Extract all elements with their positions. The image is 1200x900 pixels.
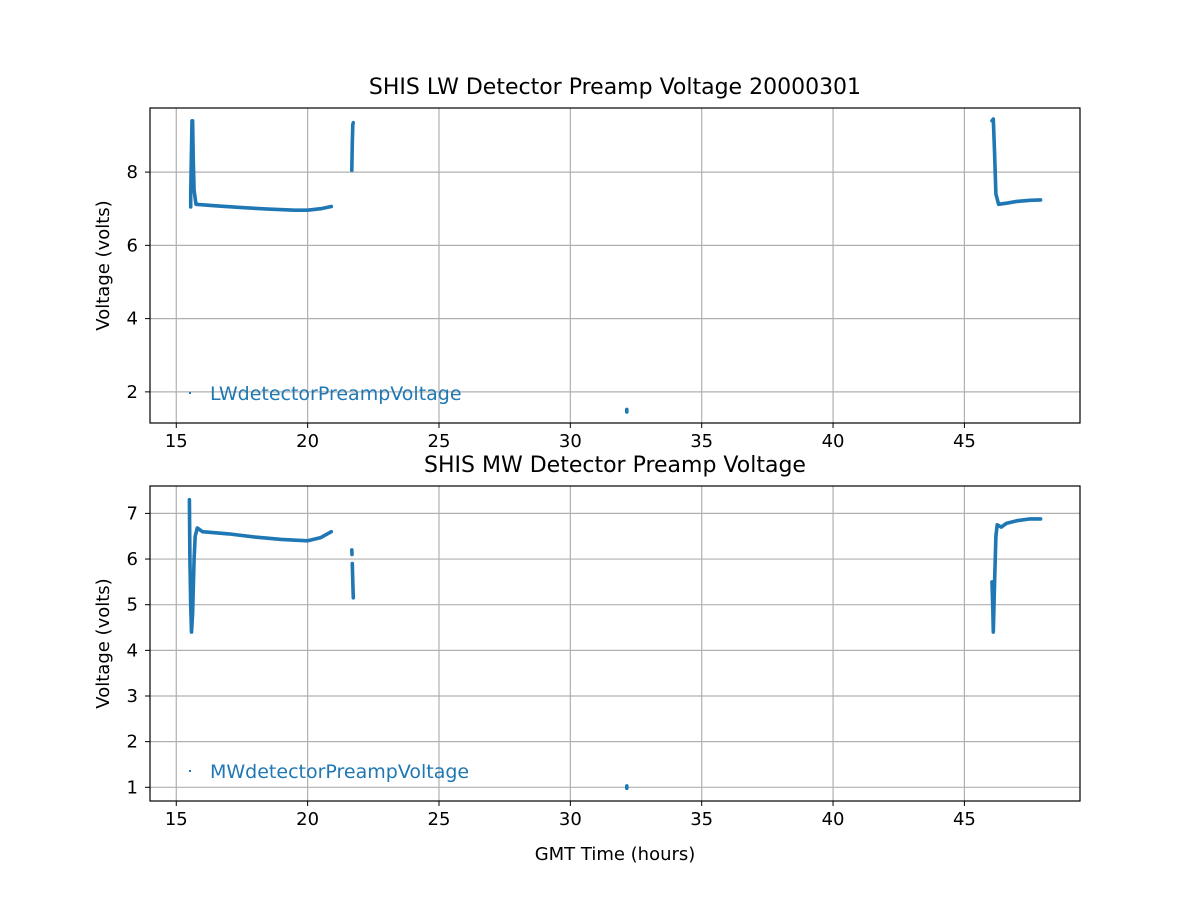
y-tick-label: 7: [127, 503, 138, 524]
x-tick-label: 45: [953, 431, 976, 452]
y-axis-label: Voltage (volts): [93, 200, 114, 330]
data-trace: [187, 497, 334, 634]
x-tick-label: 45: [953, 809, 976, 830]
chart-title: SHIS MW Detector Preamp Voltage: [424, 453, 806, 478]
plot-frame: [149, 107, 1081, 424]
plot-frame: [149, 485, 1081, 802]
legend-marker: [189, 770, 191, 772]
x-axis-label: GMT Time (hours): [535, 844, 696, 865]
x-tick-label: 20: [296, 809, 319, 830]
y-tick-label: 5: [127, 595, 138, 616]
x-ticks: 15 20 25 30 35 40 45: [165, 801, 976, 830]
mw-voltage-chart: SHIS MW Detector Preamp Voltage 15 20 25 30…: [93, 453, 1081, 865]
x-tick-label: 30: [559, 809, 582, 830]
legend: MWdetectorPreampVoltage: [189, 761, 469, 783]
data-trace: [990, 517, 1043, 634]
x-tick-label: 35: [690, 431, 713, 452]
data-trace: [188, 119, 334, 212]
legend-label: LWdetectorPreampVoltage: [210, 383, 462, 405]
legend-marker: [189, 392, 191, 394]
y-axis-label: Voltage (volts): [93, 578, 114, 708]
y-tick-label: 6: [127, 549, 138, 570]
data-series: [187, 497, 1043, 790]
legend-label: MWdetectorPreampVoltage: [210, 761, 469, 783]
legend: LWdetectorPreampVoltage: [189, 383, 462, 405]
chart-title: SHIS LW Detector Preamp Voltage 20000301: [369, 75, 861, 100]
grid: [150, 486, 1080, 801]
x-tick-label: 35: [690, 809, 713, 830]
grid: [150, 108, 1080, 423]
x-tick-label: 15: [165, 431, 188, 452]
y-tick-label: 4: [127, 640, 138, 661]
x-tick-label: 40: [822, 431, 845, 452]
y-tick-label: 1: [127, 777, 138, 798]
x-ticks: 15 20 25 30 35 40 45: [165, 423, 976, 452]
y-tick-label: 8: [127, 162, 138, 183]
data-trace: [990, 117, 1043, 207]
y-tick-label: 2: [127, 382, 138, 403]
data-series: [188, 117, 1043, 414]
y-tick-label: 3: [127, 686, 138, 707]
lw-voltage-chart: SHIS LW Detector Preamp Voltage 20000301…: [93, 75, 1081, 452]
y-tick-label: 4: [127, 309, 138, 330]
data-trace: [350, 120, 356, 173]
y-tick-label: 6: [127, 235, 138, 256]
y-ticks: 1 2 3 4 5 6 7: [127, 503, 150, 798]
x-tick-label: 40: [822, 809, 845, 830]
x-tick-label: 25: [428, 809, 451, 830]
y-ticks: 2 4 6 8: [127, 162, 150, 403]
x-tick-label: 20: [296, 431, 319, 452]
x-tick-label: 25: [428, 431, 451, 452]
data-trace: [350, 561, 356, 600]
y-tick-label: 2: [127, 732, 138, 753]
x-tick-label: 30: [559, 431, 582, 452]
x-tick-label: 15: [165, 809, 188, 830]
